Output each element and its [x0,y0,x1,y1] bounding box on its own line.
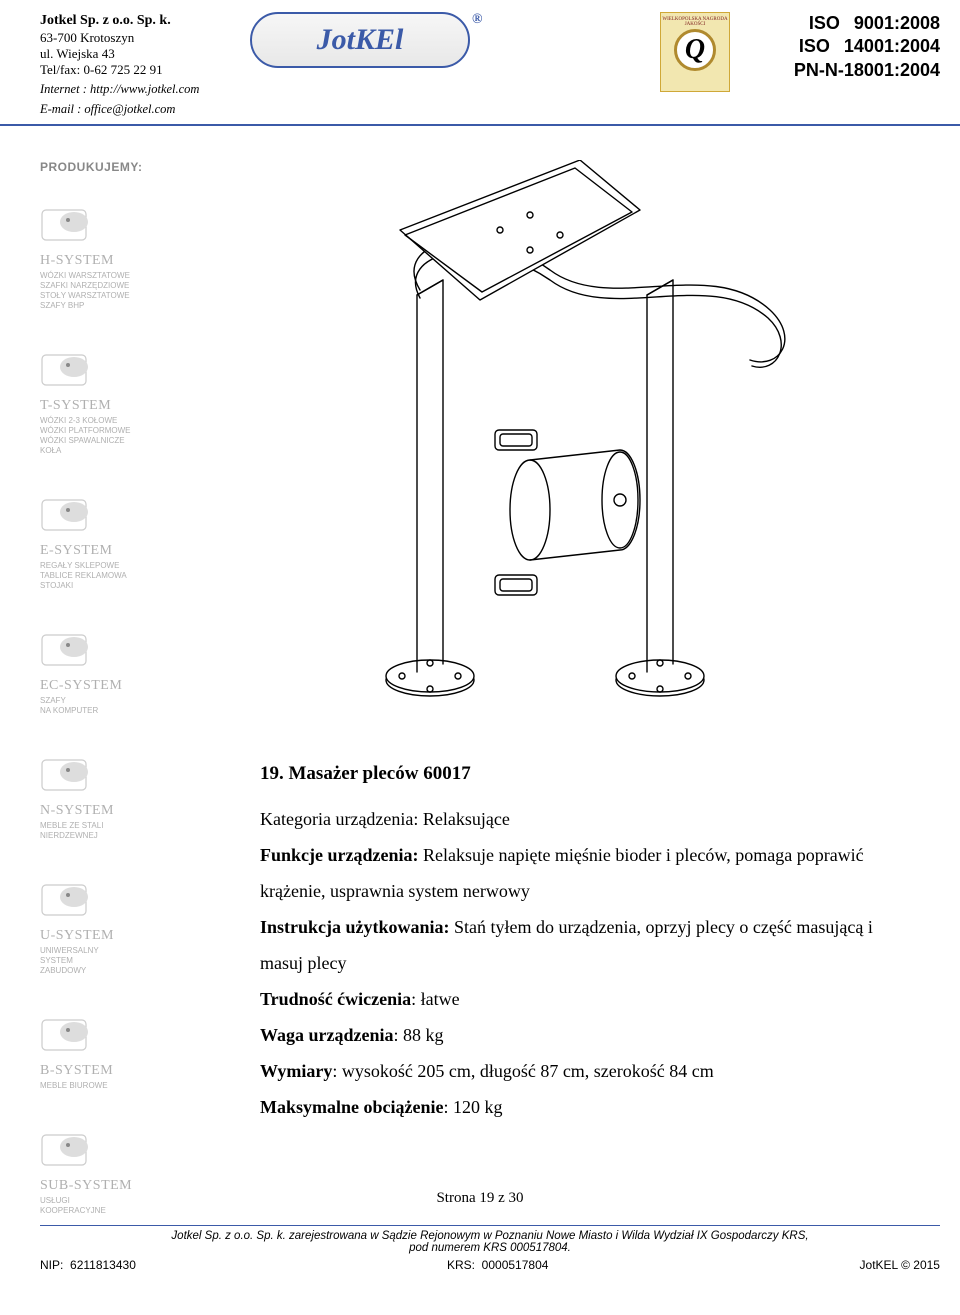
maxload-line: Maksymalne obciążenie: 120 kg [260,1089,920,1125]
sidebar-group: N-SYSTEM MEBLE ZE STALINIERDZEWNEJ [40,752,190,841]
sidebar: PRODUKUJEMY: H-SYSTEM WÓZKI WARSZTATOWESZ… [40,160,190,1252]
system-icon [40,202,100,246]
footer-line2: pod numerem KRS 000517804. [40,1242,940,1254]
iso1-r: 9001:2008 [854,12,940,35]
system-lines: MEBLE ZE STALINIERDZEWNEJ [40,821,190,841]
footer-line1: Jotkel Sp. z o.o. Sp. k. zarejestrowana … [40,1230,940,1242]
iso2-r: 14001:2004 [844,35,940,58]
difficulty-line: Trudność ćwiczenia: łatwe [260,981,920,1017]
system-icon [40,877,100,921]
produkujemy-label: PRODUKUJEMY: [40,160,190,174]
page-footer: Jotkel Sp. z o.o. Sp. k. zarejestrowana … [40,1225,940,1272]
sidebar-group: U-SYSTEM UNIWERSALNYSYSTEMZABUDOWY [40,877,190,976]
footer-copyright: JotKEL © 2015 [860,1258,940,1272]
quality-seal-icon: WIELKOPOLSKA NAGRODA JAKOŚCI Q [660,12,730,92]
instruction-line: Instrukcja użytkowania: Stań tyłem do ur… [260,909,920,981]
sidebar-group: H-SYSTEM WÓZKI WARSZTATOWESZAFKI NARZĘDZI… [40,202,190,311]
company-addr1: 63-700 Krotoszyn [40,30,230,46]
dimensions-line: Wymiary: wysokość 205 cm, długość 87 cm,… [260,1053,920,1089]
system-icon [40,347,100,391]
category-line: Kategoria urządzenia: Relaksujące [260,801,920,837]
sidebar-group: T-SYSTEM WÓZKI 2-3 KOŁOWEWÓZKI PLATFORMOW… [40,347,190,456]
page-number: Strona 19 z 30 [0,1190,960,1207]
company-addr2: ul. Wiejska 43 [40,46,230,62]
system-lines: MEBLE BIUROWE [40,1081,190,1091]
system-title: EC-SYSTEM [40,678,190,694]
system-title: U-SYSTEM [40,928,190,944]
company-email: E-mail : office@jotkel.com [40,102,230,118]
system-title: B-SYSTEM [40,1063,190,1079]
company-block: Jotkel Sp. z o.o. Sp. k. 63-700 Krotoszy… [40,12,230,118]
iso3: PN-N-18001:2004 [750,59,940,82]
system-icon [40,627,100,671]
sidebar-group: EC-SYSTEM SZAFYNA KOMPUTER [40,627,190,716]
sidebar-group: B-SYSTEM MEBLE BIUROWE [40,1012,190,1091]
system-title: H-SYSTEM [40,253,190,269]
system-icon [40,1127,100,1171]
iso-block: ISO9001:2008 ISO14001:2004 PN-N-18001:20… [750,12,940,82]
company-name: Jotkel Sp. z o.o. Sp. k. [40,12,230,30]
system-lines: REGAŁY SKLEPOWETABLICE REKLAMOWASTOJAKI [40,561,190,591]
system-icon [40,492,100,536]
content: 19. Masażer pleców 60017 Kategoria urząd… [260,755,920,1125]
page-header: Jotkel Sp. z o.o. Sp. k. 63-700 Krotoszy… [0,0,960,126]
system-title: E-SYSTEM [40,543,190,559]
system-icon [40,752,100,796]
system-title: N-SYSTEM [40,803,190,819]
function-line: Funkcje urządzenia: Relaksuje napięte mi… [260,837,920,909]
logo-oval: JotKEl [250,12,470,68]
system-lines: WÓZKI WARSZTATOWESZAFKI NARZĘDZIOWESTOŁY… [40,271,190,311]
logo-block: JotKEl ® [250,12,500,68]
company-internet: Internet : http://www.jotkel.com [40,82,230,98]
system-lines: WÓZKI 2-3 KOŁOWEWÓZKI PLATFORMOWEWÓZKI S… [40,416,190,456]
seal-q: Q [674,29,716,71]
iso1-l: ISO [809,12,840,35]
system-icon [40,1012,100,1056]
sidebar-group: E-SYSTEM REGAŁY SKLEPOWETABLICE REKLAMOWA… [40,492,190,591]
iso2-l: ISO [799,35,830,58]
product-title: 19. Masażer pleców 60017 [260,755,920,793]
system-lines: SZAFYNA KOMPUTER [40,696,190,716]
product-drawing [280,160,860,720]
company-tel: Tel/fax: 0-62 725 22 91 [40,62,230,78]
weight-line: Waga urządzenia: 88 kg [260,1017,920,1053]
system-title: T-SYSTEM [40,398,190,414]
footer-krs: KRS: 0000517804 [447,1258,548,1272]
footer-nip: NIP: 6211813430 [40,1258,136,1272]
registered-mark-icon: ® [472,12,482,28]
system-lines: UNIWERSALNYSYSTEMZABUDOWY [40,946,190,976]
seal-caption: WIELKOPOLSKA NAGRODA JAKOŚCI [661,17,729,27]
